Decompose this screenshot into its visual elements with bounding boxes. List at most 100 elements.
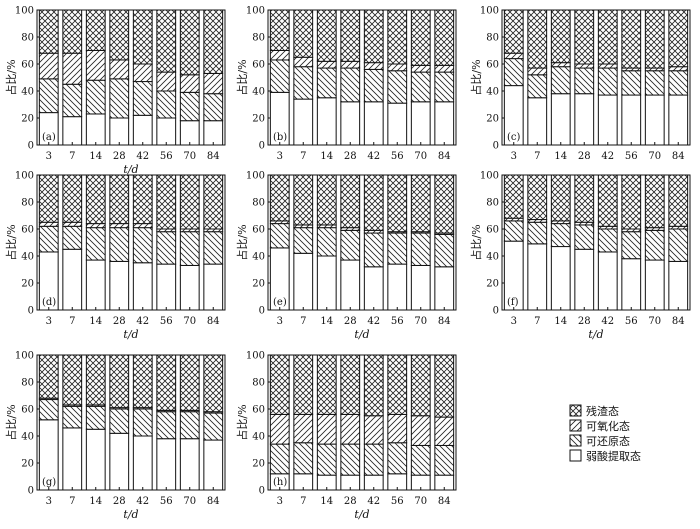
bar-segment (363, 354, 384, 417)
x-tick-label: 28 (344, 496, 357, 507)
legend-label-residual: 残渣态 (586, 404, 619, 418)
bar-segment (179, 91, 200, 122)
bar-segment (316, 97, 337, 146)
bar-segment (203, 174, 224, 230)
bar-segment (316, 9, 337, 62)
bar-segment (668, 9, 689, 68)
bar-segment (179, 9, 200, 76)
y-tick-label: 80 (252, 378, 265, 389)
bar-segment (503, 9, 524, 54)
bar-segment (387, 63, 408, 72)
bar-segment (363, 9, 384, 64)
bar-segment (644, 174, 665, 229)
bar-segment (293, 227, 314, 254)
bar-segment (156, 117, 177, 146)
bar-segment (387, 232, 408, 265)
bar-segment (203, 439, 224, 491)
x-tick-label: 56 (391, 316, 404, 327)
bar-segment (62, 221, 83, 227)
bar-segment (38, 354, 59, 399)
bar-segment (85, 50, 106, 81)
bar-segment (38, 399, 59, 421)
y-tick-label: 60 (252, 225, 265, 236)
plot-frame (267, 174, 457, 311)
bar-segment (109, 408, 130, 434)
bar-segment (293, 413, 314, 444)
bar-segment (363, 443, 384, 476)
bar-segment (109, 59, 130, 80)
x-tick-label: 14 (320, 316, 333, 327)
bar-segment (410, 354, 431, 417)
y-tick-label: 40 (486, 252, 499, 263)
y-tick-label: 100 (246, 6, 265, 17)
y-tick-label: 60 (21, 405, 34, 416)
chart-panel: 0 20 40 60 80 100 3 7 14 28 42 56 70 84 (f) 占比/% t/d (469, 171, 691, 341)
bar-segment (293, 56, 314, 68)
bar-segment (387, 354, 408, 415)
y-tick-label: 100 (246, 351, 265, 362)
bar-segment (387, 70, 408, 104)
x-tick-label: 70 (414, 316, 427, 327)
x-tick-label: 84 (438, 151, 451, 162)
bar-segment (387, 102, 408, 146)
bar-segment (668, 228, 689, 262)
bar-segment (179, 354, 200, 411)
bar-segment (132, 227, 153, 264)
bar-segment (410, 64, 431, 73)
bar-segment (179, 264, 200, 311)
bar-segment (85, 227, 106, 261)
y-tick-label: 20 (21, 459, 34, 470)
panel-label: (d) (42, 297, 56, 308)
bar-segment (269, 443, 290, 475)
bar-segment (340, 229, 361, 261)
bar-segment (340, 9, 361, 62)
bar-segment (316, 354, 337, 415)
bar-segment (597, 94, 618, 146)
bar-segment (316, 227, 337, 257)
x-tick-label: 84 (207, 151, 220, 162)
legend-swatch-acid (569, 449, 582, 462)
x-tick-label: 28 (344, 151, 357, 162)
bar-segment (293, 9, 314, 58)
bar-segment (597, 251, 618, 311)
bar-segment (340, 174, 361, 229)
bar-segment (621, 94, 642, 146)
legend-item-oxidizable: 可氧化态 (569, 419, 630, 433)
bar-segment (527, 9, 548, 69)
legend: 残渣态 可氧化态 可还原态 弱酸提取态 (569, 404, 641, 463)
y-tick-label: 0 (28, 141, 34, 152)
bar-segment (38, 52, 59, 80)
bar-segment (269, 50, 290, 61)
x-tick-label: 14 (320, 496, 333, 507)
plot-frame (36, 174, 226, 311)
x-tick-label: 14 (89, 151, 102, 162)
y-axis-label: 占比/% (469, 59, 483, 95)
bar-segment (644, 70, 665, 96)
y-tick-label: 20 (486, 279, 499, 290)
bar-segment (410, 71, 431, 103)
bar-segment (62, 427, 83, 491)
bar-segment (38, 225, 59, 253)
x-tick-label: 14 (320, 151, 333, 162)
x-tick-label: 56 (160, 151, 173, 162)
bar-segment (574, 224, 595, 250)
chart-panel: 0 20 40 60 80 100 3 7 14 28 42 56 70 84 (d) 占比/% t/d (4, 171, 226, 341)
bar-segment (293, 66, 314, 100)
y-tick-label: 40 (21, 432, 34, 443)
panel-label: (g) (42, 477, 56, 488)
bar-segment (434, 266, 455, 311)
x-tick-label: 42 (367, 496, 380, 507)
y-tick-label: 100 (246, 171, 265, 182)
bar-segment (550, 223, 571, 248)
bar-segment (597, 63, 618, 69)
bar-segment (38, 9, 59, 54)
bar-segment (132, 174, 153, 225)
bar-segment (62, 83, 83, 118)
x-tick-label: 7 (69, 316, 75, 327)
bar-segment (574, 174, 595, 223)
bar-segment (132, 408, 153, 437)
y-tick-label: 20 (252, 459, 265, 470)
bar-segment (668, 66, 689, 72)
